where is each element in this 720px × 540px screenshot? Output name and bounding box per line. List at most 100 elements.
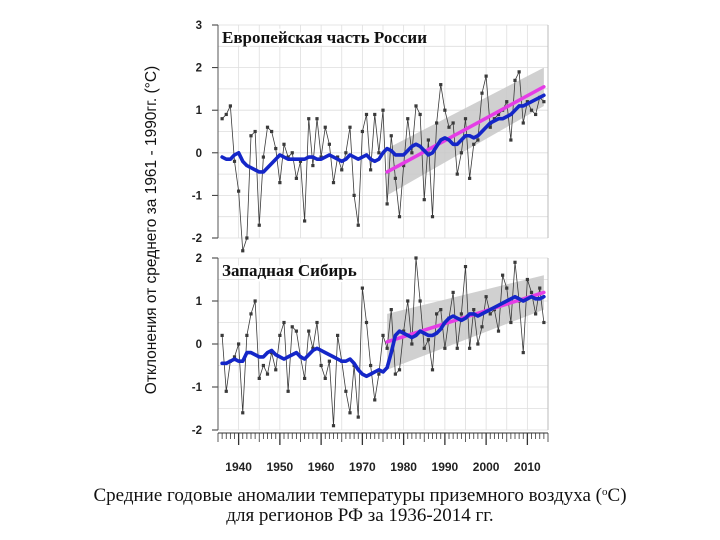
y-tick-label: -2 [192, 425, 202, 437]
annual-anomaly-point [455, 346, 459, 350]
annual-anomaly-point [360, 286, 364, 290]
annual-anomaly-point [406, 299, 410, 303]
annual-anomaly-point [373, 398, 377, 402]
annual-anomaly-point [245, 236, 249, 240]
annual-anomaly-point [364, 112, 369, 117]
annual-anomaly-point [381, 333, 385, 337]
annual-anomaly-point [422, 198, 426, 202]
annual-anomaly-point [480, 91, 484, 95]
annual-anomaly-point [294, 329, 298, 333]
annual-anomaly-point [348, 411, 352, 415]
annual-anomaly-point [360, 129, 364, 134]
annual-anomaly-point [319, 155, 323, 159]
y-tick-label: 1 [196, 296, 203, 308]
annual-anomaly-point [261, 155, 265, 159]
annual-anomaly-point [492, 117, 496, 121]
annual-anomaly-point [286, 155, 290, 159]
annual-anomaly-point [257, 376, 261, 380]
annual-anomaly-point [294, 176, 298, 180]
caption-degree: o [602, 486, 608, 498]
panel-west-siberia: -2 -1 0 1 2 Западная Сибирь [192, 253, 549, 437]
annual-anomaly-point [237, 189, 241, 193]
annual-anomaly-point [389, 308, 393, 312]
annual-anomaly-point [253, 129, 257, 134]
annual-anomaly-point [410, 342, 414, 346]
annual-anomaly-point [418, 299, 422, 303]
annual-anomaly-point [224, 112, 228, 117]
annual-anomaly-point [435, 121, 439, 125]
x-tick-label: 1940 [225, 460, 252, 474]
annual-anomaly-point [451, 121, 455, 125]
annual-anomaly-point [278, 181, 282, 185]
annual-anomaly-point [397, 215, 402, 219]
annual-anomaly-point [521, 351, 525, 355]
annual-anomaly-point [282, 142, 286, 146]
annual-anomaly-point [352, 193, 356, 197]
smoothed-line [220, 93, 546, 174]
annual-anomaly-point [542, 320, 546, 325]
annual-anomaly-point [468, 176, 472, 180]
annual-anomaly-point [336, 333, 340, 337]
annual-anomaly-point [237, 342, 241, 346]
annual-anomaly-point [377, 151, 381, 155]
annual-anomaly-point [253, 299, 257, 303]
annual-anomaly-point [241, 249, 245, 253]
annual-anomaly-point [525, 277, 529, 282]
annual-anomaly-point [327, 359, 331, 363]
annual-anomaly-point [286, 389, 290, 393]
annual-anomaly-point [393, 176, 397, 180]
x-tick-label: 1970 [349, 460, 376, 474]
annual-anomaly-point [538, 286, 542, 290]
annual-anomaly-point [529, 108, 534, 112]
y-tick-label: -1 [192, 190, 203, 202]
y-axis-label-wrap: Отклонения от среднего за 1961 - 1990гг.… [134, 30, 170, 430]
annual-anomaly-point [385, 346, 389, 350]
annual-anomaly-point [220, 333, 224, 337]
y-tick-label: 3 [196, 20, 202, 32]
annual-anomaly-point [501, 273, 505, 277]
annual-anomaly-point [459, 312, 463, 316]
annual-anomaly-point [385, 202, 389, 206]
annual-anomaly-point [389, 134, 393, 138]
annual-anomaly-point [402, 329, 406, 333]
annual-anomaly-point [509, 138, 513, 142]
confidence-band [387, 275, 544, 370]
y-tick-label: 2 [196, 63, 202, 75]
annual-anomaly-point [426, 138, 430, 142]
annual-anomaly-point [315, 320, 319, 325]
y-tick-label: 0 [196, 339, 202, 351]
caption-line-2: для регионов РФ за 1936-2014 гг. [226, 505, 494, 526]
x-tick-label: 1980 [390, 460, 417, 474]
annual-anomaly-point [476, 342, 480, 346]
annual-anomaly-point [232, 159, 237, 163]
annual-anomaly-point [430, 215, 435, 219]
annual-anomaly-point [319, 363, 323, 368]
y-tick-label: 2 [196, 253, 202, 265]
annual-anomaly-point [356, 223, 360, 227]
trend-line [385, 85, 546, 174]
annual-anomaly-point [484, 295, 488, 299]
annual-anomaly-point [323, 376, 327, 380]
annual-anomaly-point [336, 155, 340, 159]
annual-anomaly-point [257, 223, 261, 227]
caption-line-1: Средние годовые аномалии температуры при… [0, 486, 720, 506]
annual-anomaly-point [303, 219, 307, 223]
annual-anomaly-point [430, 368, 435, 372]
annual-anomaly-point [505, 100, 509, 104]
annual-anomaly-point [381, 108, 385, 112]
annual-anomaly-point [406, 117, 410, 121]
x-tick-label: 2000 [473, 460, 500, 474]
annual-anomaly-point [513, 78, 517, 82]
annual-anomaly-point [513, 260, 517, 264]
annual-anomaly-point [307, 329, 311, 333]
confidence-band [387, 67, 544, 196]
panel-title: Европейская часть России [222, 28, 427, 47]
annual-anomaly-point [245, 333, 249, 337]
annual-anomaly-point [348, 125, 352, 129]
annual-anomaly-point [377, 372, 381, 376]
annual-anomaly-point [393, 372, 397, 376]
annual-anomaly-point [476, 138, 480, 142]
annual-anomaly-point [331, 424, 336, 428]
annual-anomaly-point [468, 346, 472, 350]
x-axis: 1940 1950 1960 1970 1980 1990 2000 2010 [217, 432, 549, 474]
